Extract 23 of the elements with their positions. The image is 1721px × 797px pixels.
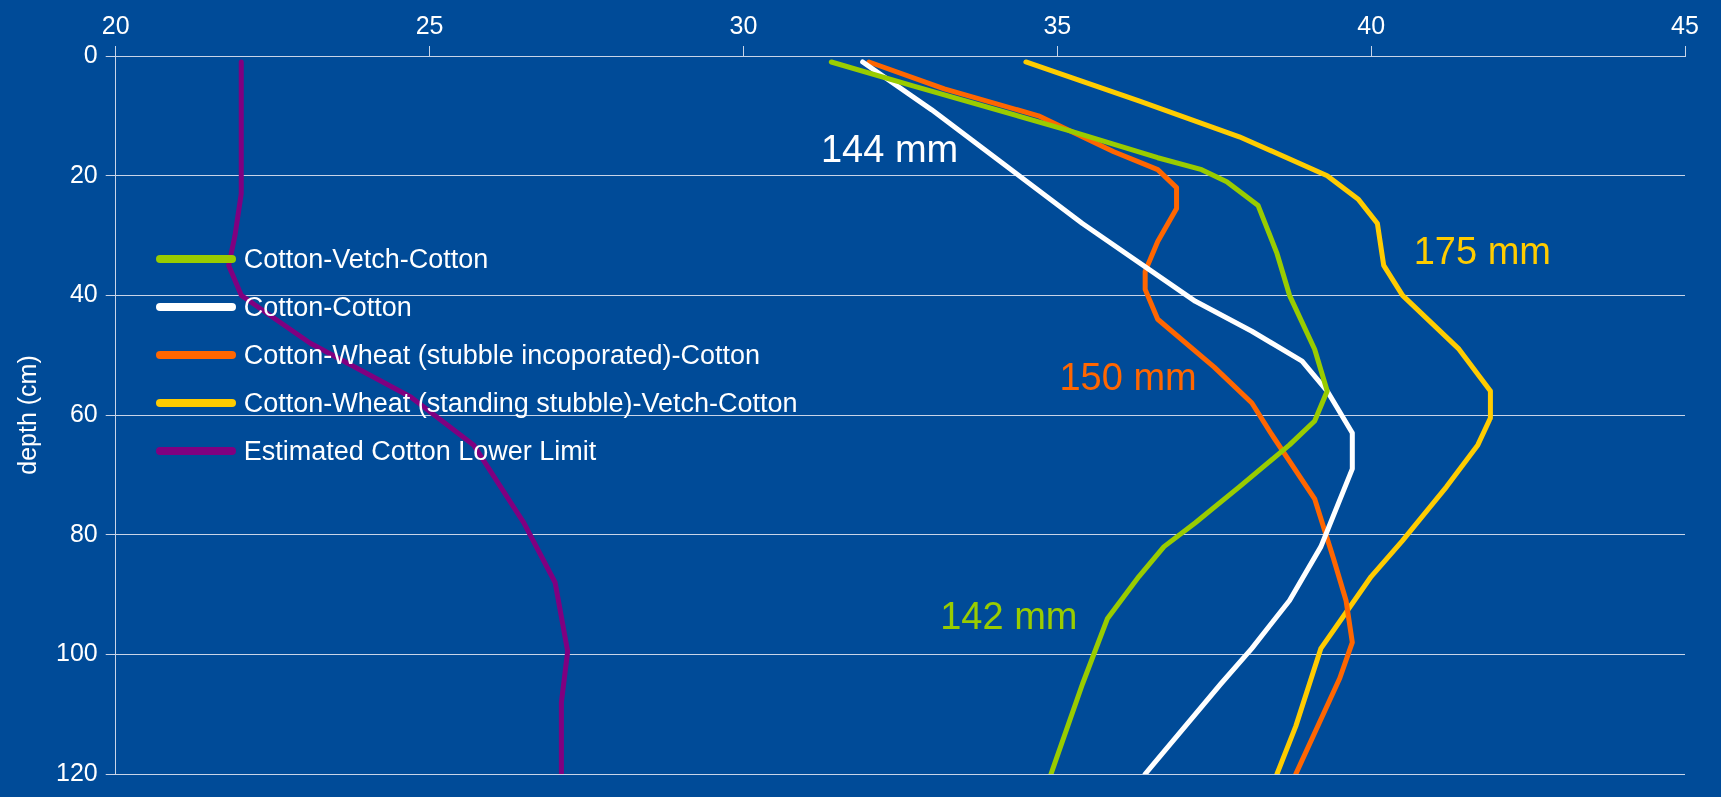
legend-label: Cotton-Wheat (stubble incoporated)-Cotton bbox=[243, 339, 760, 371]
y-tick-label: 120 bbox=[55, 757, 98, 786]
y-tick-label: 40 bbox=[69, 279, 98, 308]
annotation: 142 mm bbox=[940, 594, 1078, 637]
y-tick-label: 20 bbox=[69, 159, 98, 188]
annotation: 175 mm bbox=[1413, 229, 1551, 272]
legend-label: Cotton-Vetch-Cotton bbox=[243, 243, 489, 275]
y-tick-label: 0 bbox=[83, 39, 98, 68]
x-tick-label: 40 bbox=[1357, 10, 1386, 39]
x-tick-label: 25 bbox=[415, 10, 444, 39]
annotation: 144 mm bbox=[820, 128, 959, 171]
y-tick-label: 80 bbox=[69, 518, 98, 547]
annotation: 150 mm bbox=[1059, 355, 1197, 398]
y-tick-label: 100 bbox=[55, 638, 98, 667]
y-tick-label: 60 bbox=[69, 398, 98, 427]
x-tick-label: 30 bbox=[729, 10, 758, 39]
legend-label: Cotton-Wheat (standing stubble)-Vetch-Cotton bbox=[243, 387, 798, 419]
legend-label: Cotton-Cotton bbox=[243, 291, 412, 323]
x-tick-label: 45 bbox=[1671, 10, 1699, 39]
y-axis-title: depth (cm) bbox=[12, 355, 41, 475]
x-tick-label: 20 bbox=[101, 10, 130, 39]
x-tick-label: 35 bbox=[1043, 10, 1072, 39]
legend-label: Estimated Cotton Lower Limit bbox=[243, 435, 597, 467]
